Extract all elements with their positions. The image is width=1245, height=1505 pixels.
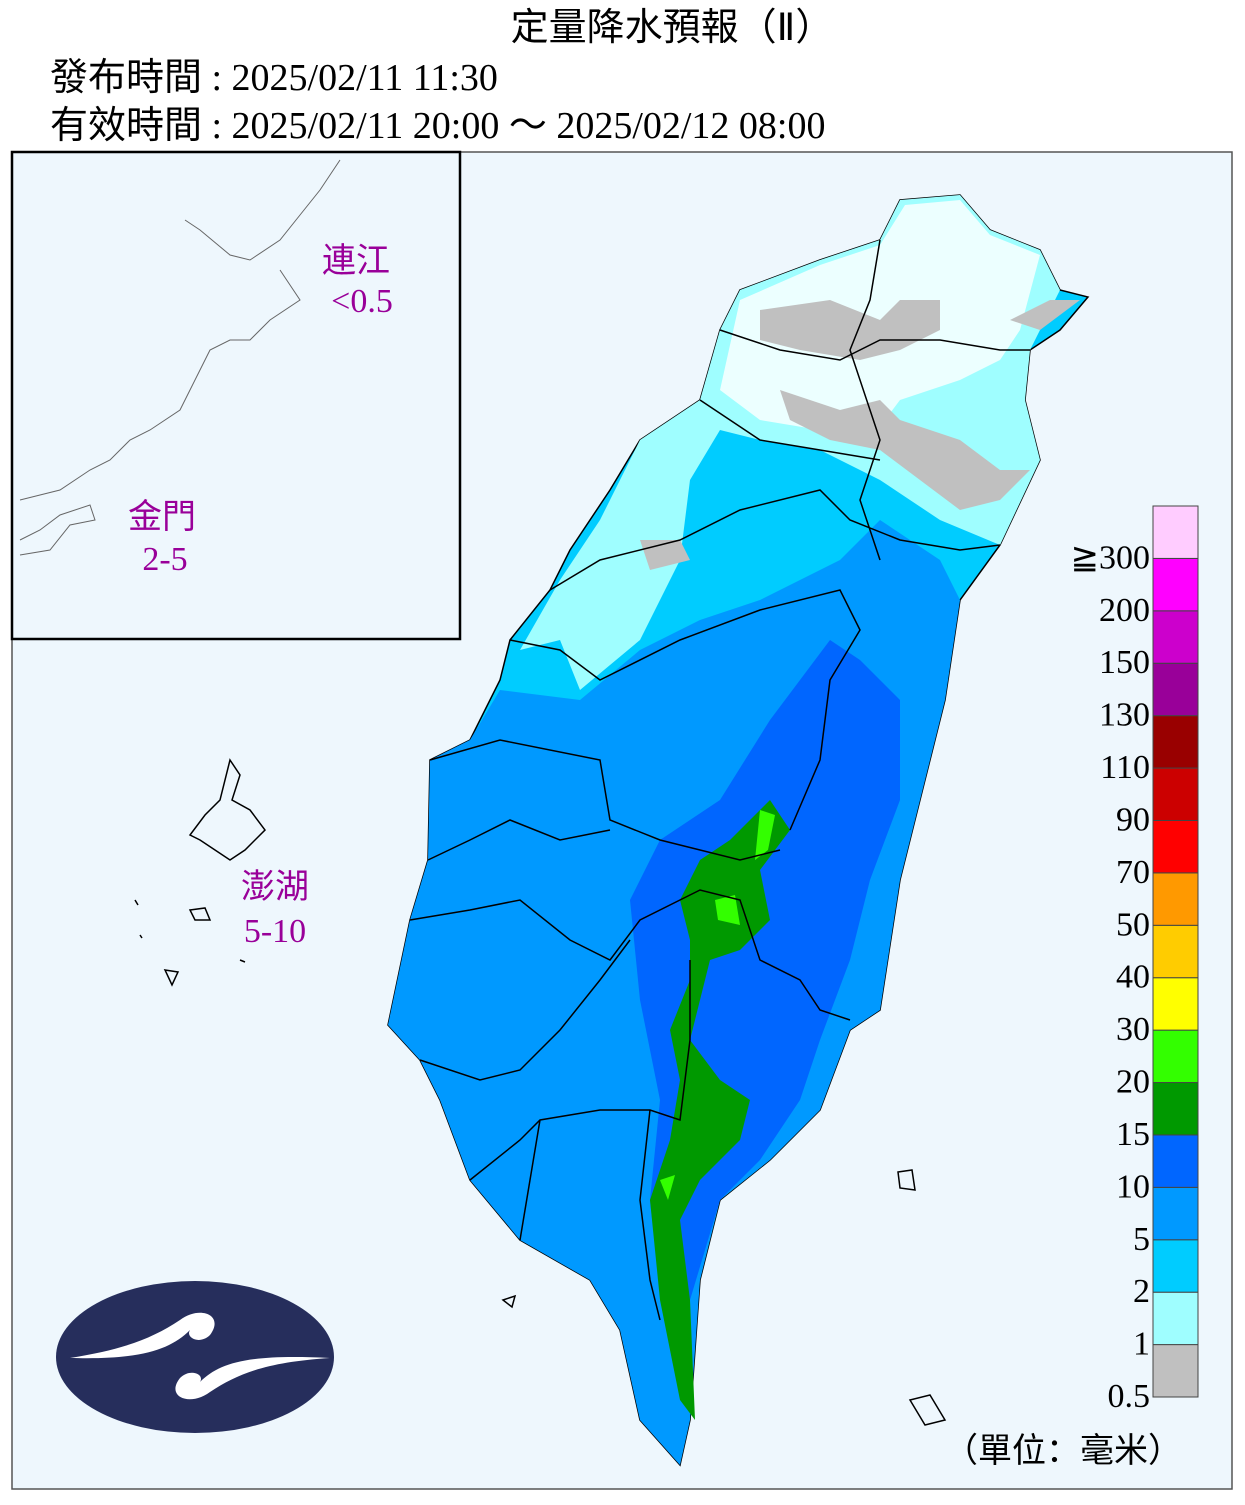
legend-label: 10 xyxy=(1116,1168,1150,1205)
penghu xyxy=(134,758,266,987)
legend-swatch xyxy=(1152,662,1199,717)
region-20-30 xyxy=(660,810,775,1200)
legend-swatch xyxy=(1152,924,1199,979)
legend-label: 15 xyxy=(1116,1116,1150,1153)
legend-label: 5 xyxy=(1133,1221,1150,1258)
legend-label: 40 xyxy=(1116,959,1150,996)
ludao xyxy=(908,1394,947,1426)
legend-swatch xyxy=(1152,872,1199,926)
legend-unit: （單位：毫米） xyxy=(944,1432,1182,1470)
county-borders xyxy=(409,239,1030,1321)
inset-frame xyxy=(10,150,462,641)
island-name: 金門 xyxy=(128,498,196,536)
cwa-logo xyxy=(56,1281,334,1433)
legend-label: 30 xyxy=(1116,1011,1150,1048)
title: 定量降水預報（Ⅱ） xyxy=(511,7,834,49)
lanyu xyxy=(897,1169,916,1191)
legend-swatch xyxy=(1152,1186,1199,1241)
taiwan xyxy=(387,194,1090,1467)
legend-swatch xyxy=(1152,1239,1199,1293)
island-value: <0.5 xyxy=(331,283,393,320)
xiaoliuqiu xyxy=(501,1294,517,1309)
region-15-20 xyxy=(650,800,790,1420)
legend-label: 70 xyxy=(1116,854,1150,891)
issue-time: 發布時間 : 2025/02/11 11:30 xyxy=(50,57,498,99)
legend-swatch xyxy=(1152,977,1199,1031)
legend-label: 0.5 xyxy=(1108,1378,1151,1415)
region-gray xyxy=(640,300,1080,570)
legend-swatch xyxy=(1152,1082,1199,1136)
valid-time: 有效時間 : 2025/02/11 20:00 ～ 2025/02/12 08:… xyxy=(50,105,826,147)
legend-swatch xyxy=(1152,1344,1199,1398)
legend-swatch xyxy=(1152,767,1199,821)
legend-label: 110 xyxy=(1100,749,1150,786)
legend-swatch xyxy=(1152,610,1199,664)
inset-coast xyxy=(19,159,341,556)
legend-swatch xyxy=(1152,557,1199,612)
legend: 0.5 1 2 5 10 15 20 30 40 50 70 90 110 130 150 200 ≧300 xyxy=(1071,505,1199,1415)
legend-swatch xyxy=(1152,1134,1199,1188)
legend-label: 200 xyxy=(1099,592,1150,629)
legend-swatch xyxy=(1152,819,1199,874)
legend-swatch xyxy=(1152,505,1199,559)
legend-label: 2 xyxy=(1133,1273,1150,1310)
island-name: 連江 xyxy=(322,242,390,280)
island-value: 5-10 xyxy=(244,913,306,950)
island-name: 澎湖 xyxy=(241,868,309,906)
legend-label: 1 xyxy=(1133,1326,1150,1363)
legend-label: 90 xyxy=(1116,801,1150,838)
island-value: 2-5 xyxy=(142,541,187,578)
legend-swatch xyxy=(1152,1029,1199,1084)
legend-swatch xyxy=(1152,715,1199,769)
legend-label: 20 xyxy=(1116,1064,1150,1101)
legend-label: 130 xyxy=(1099,697,1150,734)
legend-label: 150 xyxy=(1099,644,1150,681)
legend-label: 50 xyxy=(1116,906,1150,943)
legend-label: ≧300 xyxy=(1071,539,1151,576)
legend-swatch xyxy=(1152,1291,1199,1346)
